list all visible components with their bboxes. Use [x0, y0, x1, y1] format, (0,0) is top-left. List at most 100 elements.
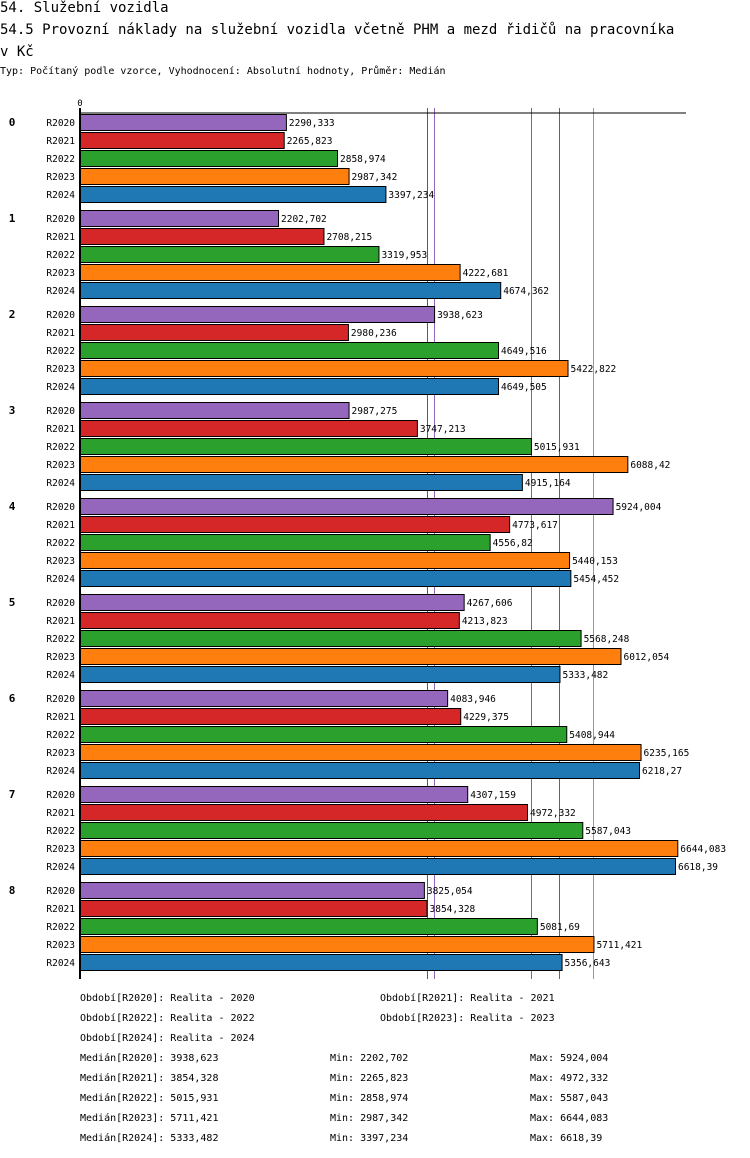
series-label: R2022: [46, 250, 75, 261]
stat-median: Medián[R2022]: 5015,931: [80, 1093, 219, 1104]
series-label: R2023: [46, 748, 75, 759]
series-label: R2023: [46, 268, 75, 279]
data-label: 5422,822: [571, 364, 617, 375]
data-label: 4649,505: [501, 382, 547, 393]
stat-median: Medián[R2024]: 5333,482: [80, 1133, 219, 1144]
bar-r2022: [80, 246, 380, 263]
series-label: R2024: [46, 190, 75, 201]
data-label: 5015,931: [534, 442, 580, 453]
series-label: R2022: [46, 634, 75, 645]
series-label: R2024: [46, 766, 75, 777]
stat-max: Max: 5924,004: [530, 1053, 609, 1064]
category-label: 5: [9, 596, 16, 609]
bar-r2021: [80, 420, 418, 437]
x-tick-label: 0: [77, 99, 82, 109]
series-label: R2022: [46, 826, 75, 837]
bar-r2021: [80, 708, 462, 725]
legend-period: Období[R2023]: Realita - 2023: [380, 1013, 555, 1024]
series-label: R2023: [46, 556, 75, 567]
series-label: R2024: [46, 286, 75, 297]
data-label: 2265,823: [287, 136, 333, 147]
bar-r2023: [80, 168, 350, 185]
data-label: 6644,083: [680, 844, 726, 855]
data-label: 3825,054: [427, 886, 473, 897]
bar-r2021: [80, 228, 325, 245]
data-label: 4083,946: [450, 694, 496, 705]
data-label: 5587,043: [585, 826, 631, 837]
stat-min: Min: 2202,702: [330, 1053, 409, 1064]
legend-period: Období[R2020]: Realita - 2020: [80, 993, 255, 1004]
series-label: R2024: [46, 670, 75, 681]
series-label: R2021: [46, 136, 75, 147]
labels: 0 R2020 2290,333 R2021 2265,823 R2022 2858,974…: [9, 116, 726, 969]
series-label: R2023: [46, 364, 75, 375]
data-label: 4267,606: [467, 598, 513, 609]
data-label: 5333,482: [562, 670, 608, 681]
series-label: R2021: [46, 232, 75, 243]
series-label: R2023: [46, 940, 75, 951]
series-label: R2022: [46, 538, 75, 549]
bar-r2020: [80, 690, 449, 707]
bar-r2022: [80, 534, 491, 551]
data-label: 5408,944: [569, 730, 615, 741]
data-label: 4307,159: [470, 790, 516, 801]
bar-r2020: [80, 882, 425, 899]
stat-max: Max: 6618,39: [530, 1133, 603, 1144]
bar-r2024: [80, 474, 523, 491]
stat-median: Medián[R2020]: 3938,623: [80, 1053, 219, 1064]
bar-r2023: [80, 456, 629, 473]
stat-max: Max: 4972,332: [530, 1073, 609, 1084]
bar-r2024: [80, 282, 502, 299]
series-label: R2020: [46, 886, 75, 897]
data-label: 4229,375: [463, 712, 509, 723]
series-label: R2024: [46, 574, 75, 585]
series-label: R2021: [46, 808, 75, 819]
bar-r2020: [80, 594, 465, 611]
section-title: 54. Služební vozidla: [0, 0, 169, 16]
series-label: R2020: [46, 694, 75, 705]
bar-r2020: [80, 306, 436, 323]
bar-r2020: [80, 786, 469, 803]
series-label: R2023: [46, 844, 75, 855]
bar-r2023: [80, 264, 461, 281]
bar-r2022: [80, 438, 532, 455]
data-label: 4674,362: [503, 286, 549, 297]
bar-r2023: [80, 648, 622, 665]
category-label: 3: [9, 404, 16, 417]
data-label: 4649,516: [501, 346, 547, 357]
series-label: R2022: [46, 442, 75, 453]
data-label: 6088,42: [630, 460, 670, 471]
data-label: 5440,153: [572, 556, 618, 567]
data-label: 6235,165: [644, 748, 690, 759]
bar-r2023: [80, 744, 642, 761]
series-label: R2024: [46, 862, 75, 873]
bar-r2022: [80, 630, 582, 647]
bar-r2024: [80, 570, 572, 587]
bar-r2024: [80, 954, 563, 971]
category-label: 6: [9, 692, 16, 705]
series-label: R2020: [46, 118, 75, 129]
data-label: 6218,27: [642, 766, 682, 777]
data-label: 2708,215: [326, 232, 372, 243]
bar-r2024: [80, 666, 561, 683]
category-label: 8: [9, 884, 16, 897]
chart-title: 54.5 Provozní náklady na služební vozidl…: [0, 22, 675, 38]
bar-r2021: [80, 516, 511, 533]
data-label: 6618,39: [678, 862, 718, 873]
series-label: R2024: [46, 382, 75, 393]
stat-median: Medián[R2023]: 5711,421: [80, 1113, 219, 1124]
stat-max: Max: 5587,043: [530, 1093, 609, 1104]
data-label: 3854,328: [430, 904, 476, 915]
data-label: 2290,333: [289, 118, 335, 129]
bar-r2021: [80, 132, 285, 149]
bar-r2023: [80, 552, 571, 569]
bar-r2024: [80, 762, 641, 779]
data-label: 5924,004: [616, 502, 662, 513]
series-label: R2022: [46, 922, 75, 933]
series-label: R2022: [46, 346, 75, 357]
series-label: R2020: [46, 598, 75, 609]
legend-period: Období[R2024]: Realita - 2024: [80, 1033, 255, 1044]
data-label: 2202,702: [281, 214, 327, 225]
bar-r2023: [80, 360, 569, 377]
